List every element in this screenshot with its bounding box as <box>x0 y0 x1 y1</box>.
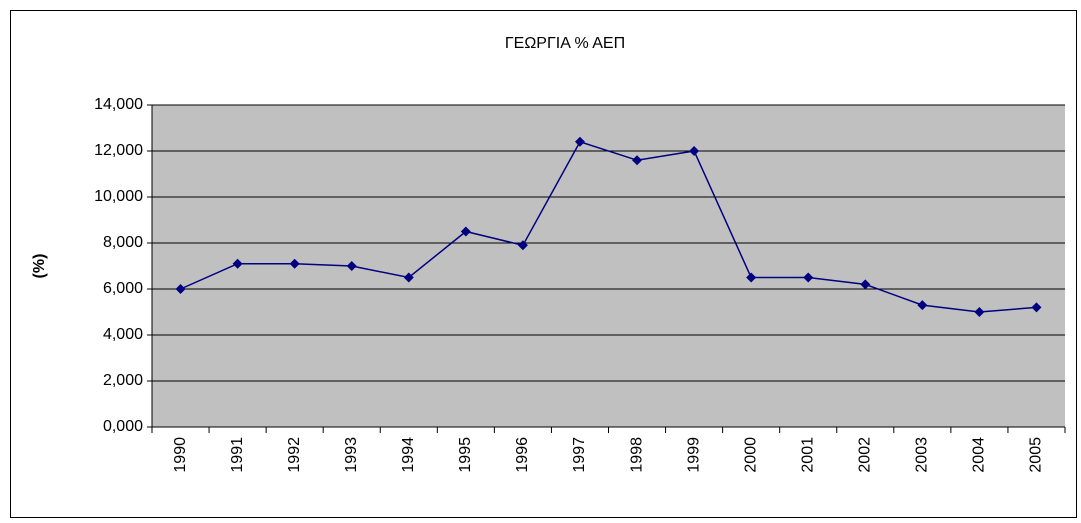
y-tick-label: 8,000 <box>103 234 143 251</box>
y-tick-label: 4,000 <box>103 326 143 343</box>
x-tick-label: 1998 <box>628 437 645 473</box>
y-tick-label: 12,000 <box>94 142 143 159</box>
data-point <box>1031 302 1042 313</box>
data-point <box>974 307 985 317</box>
data-point <box>746 272 757 283</box>
data-point <box>517 240 528 251</box>
x-tick-label: 1991 <box>229 437 246 473</box>
x-tick-label: 1995 <box>457 437 474 473</box>
y-axis-label: (%) <box>31 254 48 279</box>
plot-area <box>152 105 1065 427</box>
data-point <box>175 284 186 294</box>
y-tick-label: 10,000 <box>94 188 143 205</box>
series-line <box>180 140 1037 313</box>
x-tick-label: 1996 <box>514 437 531 473</box>
y-tick-label: 2,000 <box>103 372 143 389</box>
data-point <box>460 226 471 237</box>
x-tick-label: 2004 <box>971 437 988 473</box>
x-tick-label: 2002 <box>857 437 874 473</box>
x-tick-label: 1997 <box>571 437 588 473</box>
y-tick-label: 14,000 <box>94 96 143 113</box>
x-tick-label: 1999 <box>685 437 702 473</box>
x-tick-label: 1990 <box>172 437 189 473</box>
x-tick-label: 1993 <box>343 437 360 473</box>
data-point <box>346 261 357 271</box>
x-tick-label: 2005 <box>1028 437 1045 473</box>
data-point <box>917 300 928 311</box>
data-point <box>403 272 414 283</box>
x-tick-label: 2003 <box>914 437 931 473</box>
data-point <box>632 155 643 166</box>
data-point <box>803 272 814 283</box>
y-tick-label: 0,000 <box>103 418 143 435</box>
x-tick-label: 1994 <box>400 437 417 473</box>
data-point <box>232 258 243 269</box>
y-tick-label: 6,000 <box>103 280 143 297</box>
x-tick-label: 2001 <box>799 437 816 473</box>
x-tick-label: 2000 <box>742 437 759 473</box>
data-point <box>860 279 871 290</box>
chart-title: ΓΕΩΡΓΙΑ % ΑΕΠ <box>505 35 625 52</box>
x-tick-label: 1992 <box>286 437 303 473</box>
data-point <box>289 258 300 269</box>
data-point <box>574 136 585 147</box>
data-point <box>689 146 700 156</box>
